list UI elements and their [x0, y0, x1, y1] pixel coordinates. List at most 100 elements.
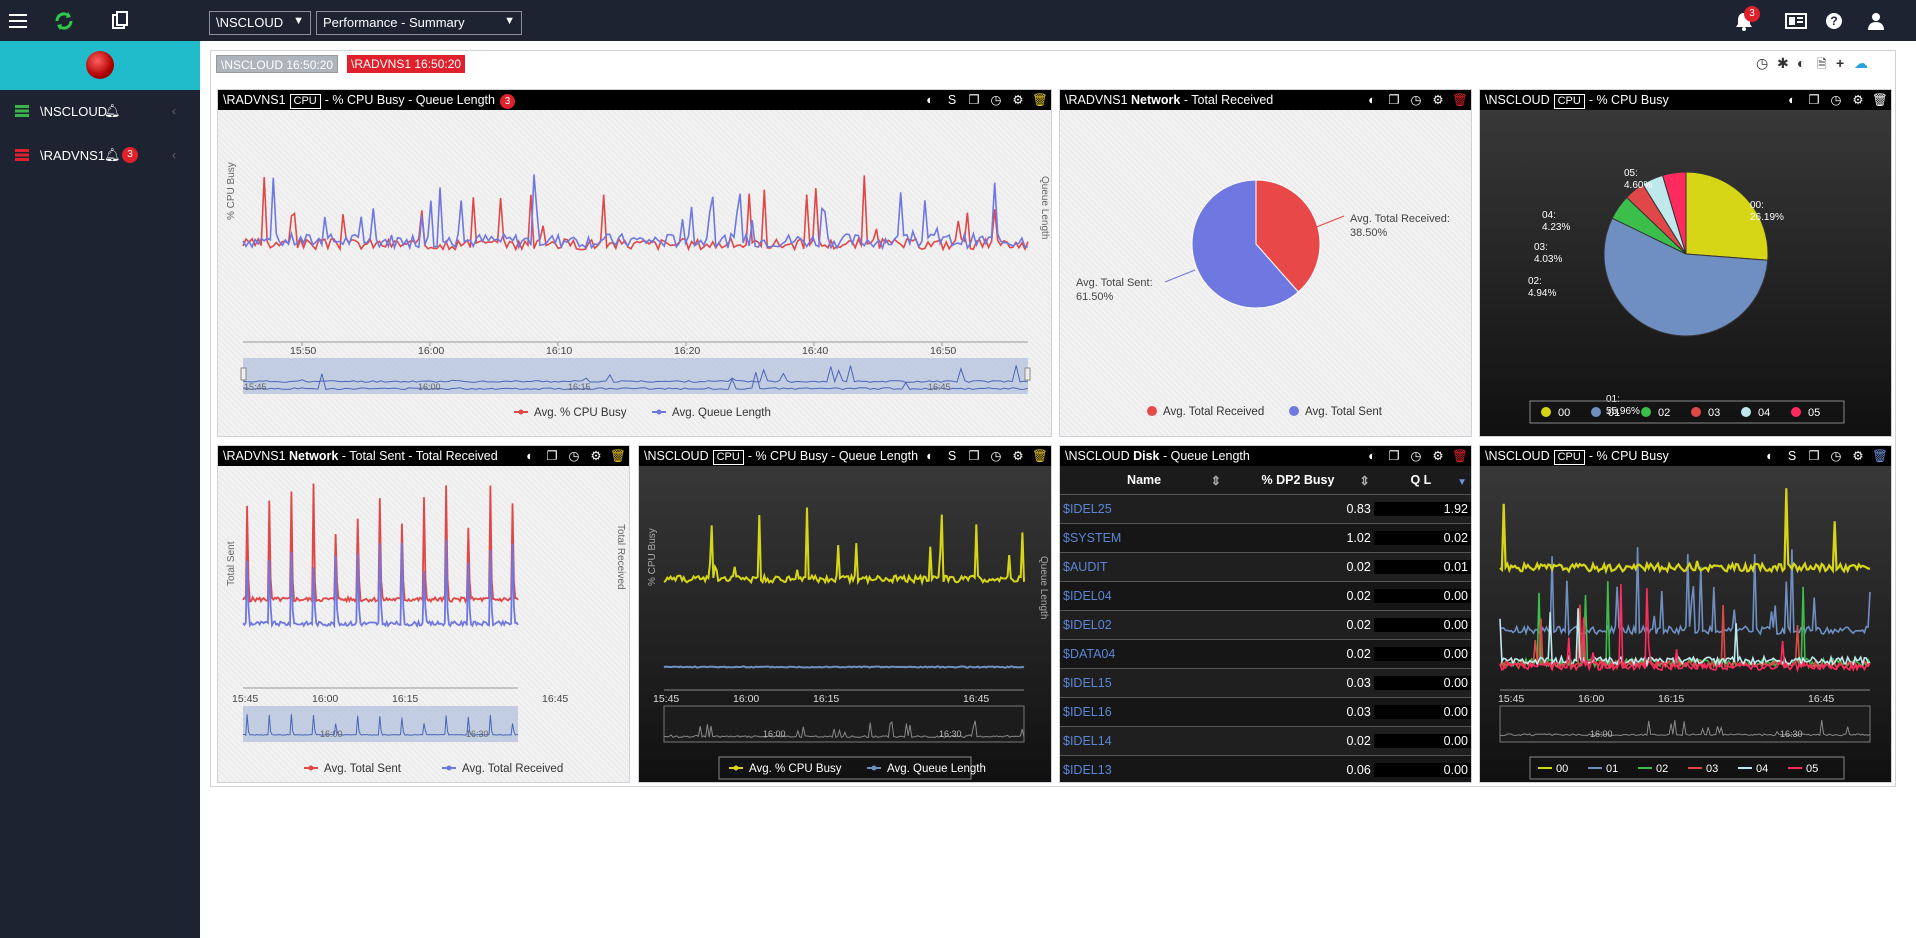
series-line-01 [1499, 547, 1871, 637]
copy-icon[interactable]: ❐ [968, 93, 980, 107]
delete-icon[interactable]: 🗑︎ [610, 449, 626, 463]
table-row[interactable]: $SYSTEM 1.02 0.02 [1060, 523, 1471, 552]
gear-icon[interactable]: ⚙ [1012, 93, 1024, 107]
clock-icon[interactable]: ◷ [1830, 93, 1842, 107]
chevron-left-icon[interactable]: ‹ [172, 104, 176, 118]
table-row[interactable]: $IDEL14 0.02 0.00 [1060, 726, 1471, 755]
ql-cell: 0.00 [1373, 618, 1471, 632]
clock-icon[interactable]: ◷ [1756, 55, 1769, 71]
copy-icon[interactable]: ❐ [1808, 449, 1820, 463]
dashboard-icon[interactable] [1784, 9, 1808, 33]
stats-icon[interactable]: S [1787, 449, 1797, 463]
ql-cell: 1.92 [1373, 502, 1471, 516]
panel-header: \RADVNS1 Network - Total Sent - Total Re… [218, 446, 629, 466]
sidebar-item-label: \NSCLOUD [40, 104, 108, 119]
table-row[interactable]: $IDEL02 0.02 0.00 [1060, 610, 1471, 639]
clock-icon[interactable]: ◷ [1410, 449, 1422, 463]
gear-icon[interactable]: ⚙ [1432, 93, 1444, 107]
dp2-busy-cell: 0.83 [1346, 502, 1371, 516]
copy-icon[interactable]: ❐ [968, 449, 980, 463]
table-row[interactable]: $IDEL25 0.83 1.92 [1060, 494, 1471, 523]
gear-icon[interactable]: ⚙ [1852, 449, 1864, 463]
data-label: 4.03% [1534, 254, 1562, 265]
contrast-icon[interactable]: ◐ [926, 449, 934, 463]
delete-icon[interactable]: 🗑︎ [1032, 449, 1048, 463]
chevron-left-icon[interactable]: ‹ [172, 148, 176, 162]
stats-icon[interactable]: S [947, 93, 957, 107]
legend-item: Avg. Total Received [462, 763, 563, 775]
copy-icon[interactable]: ❐ [1388, 449, 1400, 463]
alert-bell-icon: 🔔︎ [104, 147, 121, 162]
dashboard-area: \NSCLOUD 16:50:20 \RADVNS1 16:50:20 ◷ ✱ … [210, 50, 1896, 787]
sidebar-item-nscloud[interactable]: \NSCLOUD 🔔︎ ‹ [0, 90, 200, 134]
table-row[interactable]: $AUDIT 0.02 0.01 [1060, 552, 1471, 581]
column-name[interactable]: Name ⇕ [1060, 473, 1225, 488]
disk-name-cell: $IDEL25 [1063, 502, 1112, 516]
help-icon[interactable]: ? [1822, 9, 1846, 33]
server-icon [15, 105, 29, 117]
gear-icon[interactable]: ⚙ [1432, 449, 1444, 463]
clock-icon[interactable]: ◷ [568, 449, 580, 463]
copy-icon[interactable]: ❐ [1808, 93, 1820, 107]
dp2-busy-cell: 0.02 [1346, 647, 1371, 661]
x-tick-label: 16:00 [418, 345, 444, 357]
delete-icon[interactable]: 🗑︎ [1872, 93, 1888, 107]
clock-icon[interactable]: ◷ [1830, 449, 1842, 463]
x-tick-label: 15:50 [290, 345, 316, 357]
copy-icon[interactable]: ❐ [546, 449, 558, 463]
contrast-icon[interactable]: ◐ [1766, 449, 1774, 463]
contrast-icon[interactable]: ◐ [1788, 93, 1796, 107]
stats-icon[interactable]: S [947, 449, 957, 463]
add-icon[interactable]: + [1836, 55, 1845, 71]
table-row[interactable]: $IDEL15 0.03 0.00 [1060, 668, 1471, 697]
clipboard-icon[interactable] [108, 9, 132, 33]
x-tick-label: 16:10 [546, 345, 572, 357]
table-row[interactable]: $IDEL13 0.06 0.00 [1060, 755, 1471, 782]
timestamp-nscloud[interactable]: \NSCLOUD 16:50:20 [216, 55, 339, 73]
delete-icon[interactable]: 🗑︎ [1872, 449, 1888, 463]
clock-icon[interactable]: ◷ [990, 449, 1002, 463]
system-select[interactable]: \NSCLOUD ▼ [209, 11, 311, 35]
navigator-tick-label: 16:45 [928, 382, 951, 392]
copy-icon[interactable]: ❐ [1388, 93, 1400, 107]
menu-icon[interactable] [6, 9, 30, 33]
settings-icon[interactable]: ✱ [1777, 55, 1789, 71]
sidebar-item-radvns1[interactable]: \RADVNS1 🔔︎ 3 ‹ [0, 134, 200, 178]
column-label: Q L [1410, 473, 1432, 487]
disk-name-cell: $IDEL02 [1063, 618, 1112, 632]
contrast-icon[interactable]: ◐ [926, 93, 934, 107]
clock-icon[interactable]: ◷ [990, 93, 1002, 107]
gear-icon[interactable]: ⚙ [590, 449, 602, 463]
gear-icon[interactable]: ⚙ [1852, 93, 1864, 107]
navigator-range [1499, 705, 1871, 743]
user-icon[interactable] [1864, 9, 1888, 33]
table-row[interactable]: $DATA04 0.02 0.00 [1060, 639, 1471, 668]
table-row[interactable]: $IDEL16 0.03 0.00 [1060, 697, 1471, 726]
pie-slice [1191, 179, 1300, 309]
x-tick-label: 15:45 [653, 693, 679, 705]
table-row[interactable]: $IDEL04 0.02 0.00 [1060, 581, 1471, 610]
ql-cell: 0.00 [1373, 734, 1471, 748]
contrast-icon[interactable]: ◐ [526, 449, 534, 463]
refresh-icon[interactable] [52, 9, 76, 33]
panel-cpu-queue-nscloud: \NSCLOUD CPU - % CPU Busy - Queue Length ◐… [638, 445, 1052, 783]
legend-item: Avg. Queue Length [887, 763, 986, 775]
contrast-icon[interactable]: ◐ [1368, 449, 1376, 463]
contrast-icon[interactable]: ◐ [1797, 55, 1806, 71]
gear-icon[interactable]: ⚙ [1012, 449, 1024, 463]
clock-icon[interactable]: ◷ [1410, 93, 1422, 107]
timestamp-radvns1[interactable]: \RADVNS1 16:50:20 [347, 55, 466, 73]
column-ql[interactable]: Q L ▼ [1374, 473, 1471, 488]
delete-icon[interactable]: 🗑︎ [1452, 93, 1468, 107]
contrast-icon[interactable]: ◐ [1368, 93, 1376, 107]
column-dp2-busy[interactable]: % DP2 Busy ⇕ [1225, 473, 1374, 488]
delete-icon[interactable]: 🗑︎ [1032, 93, 1048, 107]
pdf-icon[interactable]: 🗎︎ [1817, 57, 1827, 71]
cloud-icon[interactable]: ☁ [1854, 55, 1868, 71]
view-select[interactable]: Performance - Summary ▼ [316, 11, 522, 35]
panel-header: \NSCLOUD Disk - Queue Length ◐ ❐ ◷ ⚙ 🗑︎ [1060, 446, 1471, 466]
ql-cell: 0.01 [1373, 560, 1471, 574]
x-tick-label: 16:15 [1658, 693, 1684, 705]
delete-icon[interactable]: 🗑︎ [1452, 449, 1468, 463]
panel-cpu-queue-radvns1: \RADVNS1 CPU - % CPU Busy - Queue Length 3 … [217, 89, 1052, 437]
